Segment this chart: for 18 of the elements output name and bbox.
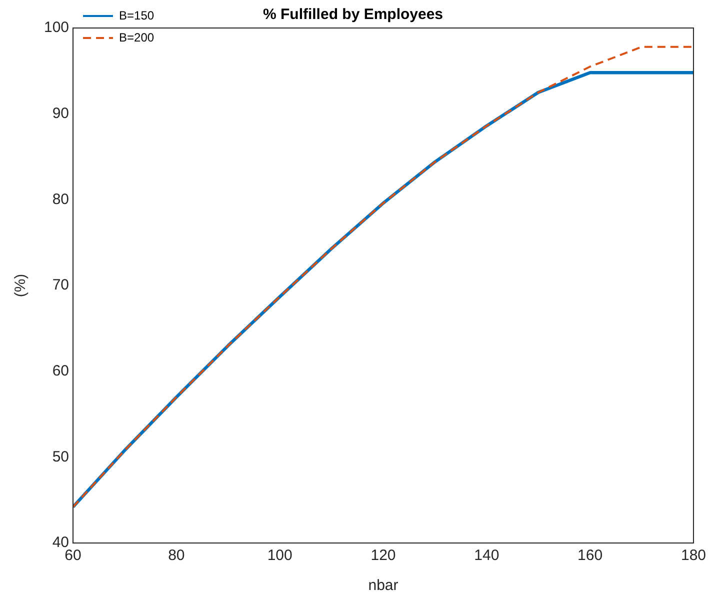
y-tick-label: 70 [52,276,70,294]
x-tick-label: 160 [578,547,603,564]
x-tick-label: 60 [64,547,82,564]
y-tick-label: 50 [52,448,70,466]
y-tick-label: 80 [52,190,70,208]
x-tick-label: 180 [680,547,706,564]
chart-title: % Fulfilled by Employees [262,6,444,24]
y-tick-label: 90 [52,104,70,122]
x-tick-label: 80 [168,547,185,564]
legend-label: B=200 [119,30,154,44]
legend-label: B=150 [119,8,154,22]
y-tick-label: 60 [52,362,70,380]
x-axis-title: nbar [368,577,398,594]
x-tick-label: 120 [370,547,396,564]
x-tick-label: 100 [267,547,292,564]
x-tick-label: 140 [474,547,500,564]
y-tick-label: 100 [44,19,70,36]
y-axis-title: (%) [12,274,30,298]
